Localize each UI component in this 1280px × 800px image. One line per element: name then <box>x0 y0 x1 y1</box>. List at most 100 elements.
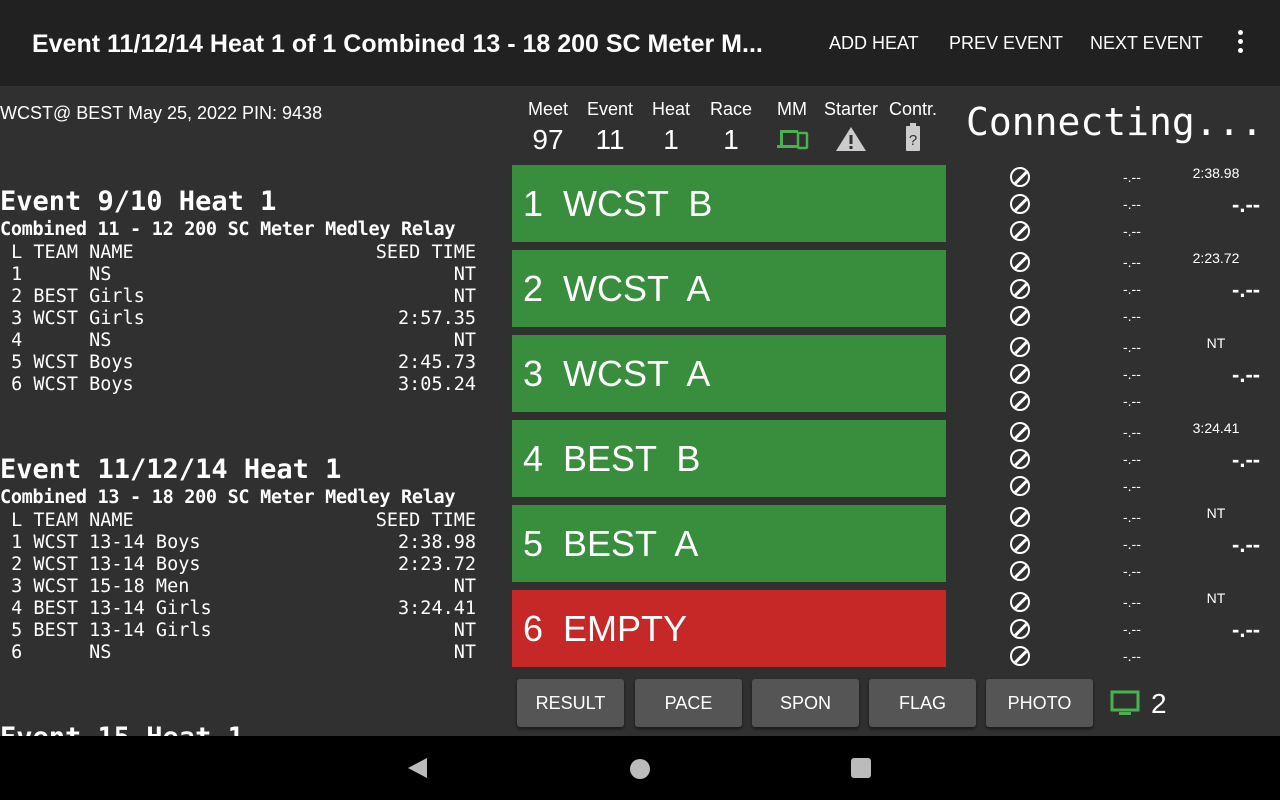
column-headers: L TEAM NAME SEED TIME <box>0 510 476 532</box>
col-seed-time: SEED TIME <box>375 510 476 531</box>
system-nav-bar <box>0 736 1280 800</box>
entry-name: 5 BEST 13-14 Girls <box>0 620 212 641</box>
recents-icon[interactable] <box>850 757 872 779</box>
lane-5[interactable]: 5 BEST A <box>512 505 946 582</box>
entry-name: 4 NS <box>0 330 112 351</box>
heat-value: 1 <box>663 124 679 155</box>
split-time: -.-- <box>1123 536 1141 552</box>
status-label: Race <box>709 99 753 119</box>
split-time: -.-- <box>1123 648 1141 664</box>
seed-time: 2:23.72 <box>1192 250 1240 266</box>
entry-row: 1 NS NT <box>0 264 476 286</box>
entry-name: 5 WCST Boys <box>0 352 134 373</box>
no-entry-icon[interactable] <box>1010 364 1030 384</box>
entry-row: 6 WCST Boys 3:05.24 <box>0 374 476 396</box>
race-value: 1 <box>723 124 739 155</box>
status-label: Event <box>586 99 634 119</box>
column-headers: L TEAM NAME SEED TIME <box>0 242 476 264</box>
event-subtitle: Combined 11 - 12 200 SC Meter Medley Rel… <box>0 219 456 240</box>
entry-name: 1 NS <box>0 264 112 285</box>
no-entry-icon[interactable] <box>1010 592 1030 612</box>
no-entry-icon[interactable] <box>1010 306 1030 326</box>
split-time: -.-- <box>1123 621 1141 637</box>
split-time: -.-- <box>1123 509 1141 525</box>
entry-row: 2 BEST Girls NT <box>0 286 476 308</box>
col-team-name: L TEAM NAME <box>0 510 134 531</box>
next-event-button[interactable]: NEXT EVENT <box>1090 33 1203 53</box>
entry-seed: NT <box>453 264 476 285</box>
event-block[interactable]: Event 15 Heat 1 <box>0 722 480 736</box>
no-entry-icon[interactable] <box>1010 534 1030 554</box>
entry-row: 2 WCST 13-14 Boys 2:23.72 <box>0 554 476 576</box>
entry-row: 6 NS NT <box>0 642 476 664</box>
page-title: Event 11/12/14 Heat 1 of 1 Combined 13 -… <box>32 30 763 58</box>
no-entry-icon[interactable] <box>1010 561 1030 581</box>
entry-row: 3 WCST 15-18 Men NT <box>0 576 476 598</box>
status-col: Starter <box>811 99 891 157</box>
status-label: Contr. <box>888 99 938 119</box>
entry-seed: NT <box>453 620 476 641</box>
spon-button[interactable]: SPON <box>752 679 859 727</box>
no-entry-icon[interactable] <box>1010 507 1030 527</box>
final-time: -.-- <box>1232 277 1261 302</box>
final-time: -.-- <box>1232 532 1261 557</box>
pace-button[interactable]: PACE <box>635 679 742 727</box>
prev-event-button[interactable]: PREV EVENT <box>949 33 1064 53</box>
flag-button[interactable]: FLAG <box>869 679 976 727</box>
split-time: -.-- <box>1123 451 1141 467</box>
entry-name: 2 WCST 13-14 Boys <box>0 554 201 575</box>
event-title: Event 11/12/14 Heat 1 <box>0 454 342 485</box>
lane-4[interactable]: 4 BEST B <box>512 420 946 497</box>
add-heat-button[interactable]: ADD HEAT <box>829 33 919 53</box>
split-time: -.-- <box>1123 223 1141 239</box>
meet-info: WCST@ BEST May 25, 2022 PIN: 9438 <box>0 103 323 123</box>
split-time: -.-- <box>1123 339 1141 355</box>
connection-status: Connecting... <box>966 100 1264 144</box>
lane-1[interactable]: 1 WCST B <box>512 165 946 242</box>
status-label: Heat <box>651 99 691 119</box>
no-entry-icon[interactable] <box>1010 619 1030 639</box>
split-time: -.-- <box>1123 424 1141 440</box>
split-time: -.-- <box>1123 254 1141 270</box>
lane-3[interactable]: 3 WCST A <box>512 335 946 412</box>
no-entry-icon[interactable] <box>1010 221 1030 241</box>
col-team-name: L TEAM NAME <box>0 242 134 263</box>
status-col: MM <box>752 99 832 157</box>
entry-row: 4 NS NT <box>0 330 476 352</box>
event-title: Event 9/10 Heat 1 <box>0 186 277 217</box>
entry-name: 1 WCST 13-14 Boys <box>0 532 201 553</box>
back-icon[interactable] <box>405 756 429 780</box>
more-menu-icon[interactable] <box>1230 30 1250 56</box>
no-entry-icon[interactable] <box>1010 194 1030 214</box>
lane-2[interactable]: 2 WCST A <box>512 250 946 327</box>
no-entry-icon[interactable] <box>1010 252 1030 272</box>
final-time: -.-- <box>1232 192 1261 217</box>
seed-time: NT <box>1206 590 1226 606</box>
lane-6[interactable]: 6 EMPTY <box>512 590 946 667</box>
result-button[interactable]: RESULT <box>517 679 624 727</box>
no-entry-icon[interactable] <box>1010 646 1030 666</box>
no-entry-icon[interactable] <box>1010 337 1030 357</box>
photo-button[interactable]: PHOTO <box>986 679 1093 727</box>
status-label: Starter <box>823 99 879 119</box>
no-entry-icon[interactable] <box>1010 279 1030 299</box>
entry-name: 2 BEST Girls <box>0 286 145 307</box>
no-entry-icon[interactable] <box>1010 476 1030 496</box>
meet-value: 97 <box>532 124 564 155</box>
entry-seed: NT <box>453 330 476 351</box>
event-block[interactable]: Event 9/10 Heat 1 Combined 11 - 12 200 SC… <box>0 186 480 396</box>
event-list[interactable]: Event 9/10 Heat 1 Combined 11 - 12 200 SC… <box>0 160 500 736</box>
entry-seed: 2:23.72 <box>398 554 476 575</box>
entry-seed: 2:57.35 <box>398 308 476 329</box>
split-time: -.-- <box>1123 393 1141 409</box>
split-time: -.-- <box>1123 169 1141 185</box>
no-entry-icon[interactable] <box>1010 449 1030 469</box>
no-entry-icon[interactable] <box>1010 391 1030 411</box>
no-entry-icon[interactable] <box>1010 167 1030 187</box>
final-time: -.-- <box>1232 617 1261 642</box>
event-value: 11 <box>595 124 625 155</box>
no-entry-icon[interactable] <box>1010 422 1030 442</box>
event-block[interactable]: Event 11/12/14 Heat 1 Combined 13 - 18 20… <box>0 454 480 664</box>
entry-row: 3 WCST Girls 2:57.35 <box>0 308 476 330</box>
home-icon[interactable] <box>629 758 651 780</box>
